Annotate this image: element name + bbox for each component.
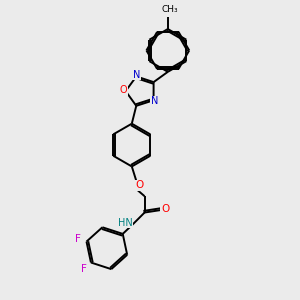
Text: O: O [161, 204, 169, 214]
Text: O: O [119, 85, 127, 95]
Text: F: F [74, 234, 80, 244]
Text: O: O [136, 181, 144, 190]
Text: N: N [133, 70, 140, 80]
Text: N: N [151, 97, 158, 106]
Text: F: F [81, 264, 87, 274]
Text: HN: HN [118, 218, 132, 228]
Text: CH₃: CH₃ [161, 5, 178, 14]
